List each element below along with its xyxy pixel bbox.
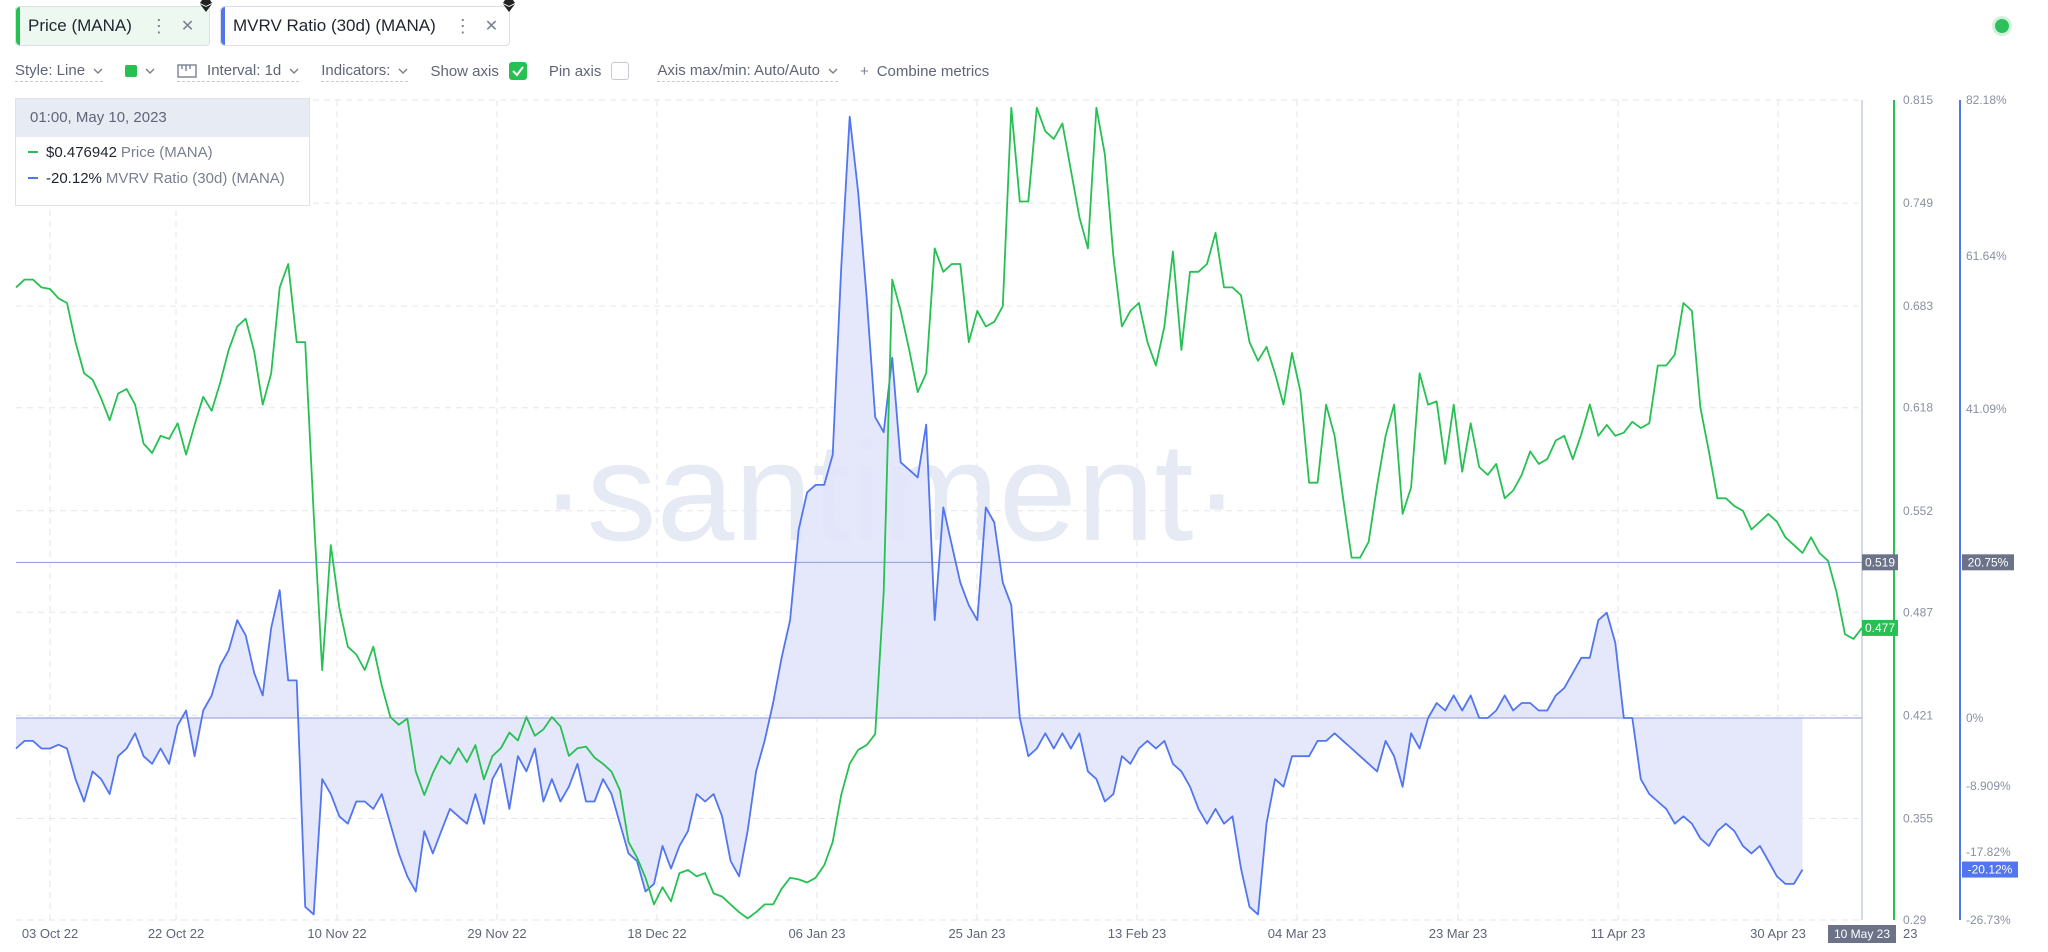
mvrv-line — [15, 115, 1804, 916]
combine-metrics-button[interactable]: + Combine metrics — [860, 63, 989, 82]
mvrv-tick-label: 41.09% — [1966, 402, 2007, 416]
chart-toolbar: Style: Line Interval: 1d Indicators: Sho… — [15, 60, 1011, 84]
checkbox-unchecked-icon[interactable] — [611, 62, 630, 80]
ruler-icon — [177, 63, 197, 78]
x-tick-label: 25 Jan 23 — [948, 926, 1005, 941]
price-tick-label: 0.749 — [1903, 196, 1933, 210]
price-current-badge-bg — [1862, 619, 1898, 636]
chevron-down-icon — [145, 68, 155, 74]
tooltip-mvrv-value: -20.12% — [46, 169, 102, 187]
tab-color-stripe — [16, 7, 20, 45]
pin-axis-toggle[interactable]: Pin axis — [549, 62, 630, 82]
price-tick-label: 0.487 — [1903, 605, 1933, 619]
mvrv-tick-label: 0% — [1966, 711, 1984, 725]
tab-label: MVRV Ratio (30d) (MANA) — [233, 16, 436, 35]
x-cursor-badge-bg — [1828, 925, 1896, 943]
mvrv-area — [16, 116, 1803, 915]
x-tick-label-suffix: 23 — [1903, 926, 1917, 941]
color-picker[interactable] — [125, 65, 155, 79]
chart-series — [15, 100, 1863, 920]
indicators-dropdown[interactable]: Indicators: — [321, 62, 409, 82]
mvrv-tick-label: 82.18% — [1966, 93, 2007, 107]
price-line — [15, 106, 1863, 920]
chevron-down-icon — [289, 68, 299, 74]
tooltip-row-mvrv: -20.12% MVRV Ratio (30d) (MANA) — [16, 167, 309, 189]
mvrv-current-badge-bg — [1962, 861, 2018, 878]
show-axis-label: Show axis — [430, 62, 499, 80]
tab-label: Price (MANA) — [28, 16, 132, 35]
mvrv-crosshair-badge-bg — [1962, 554, 2014, 571]
x-tick-label: 13 Feb 23 — [1108, 926, 1167, 941]
chart-axes: 0.815 0.749 0.683 0.618 0.552 0.487 0.421 0.355… — [22, 93, 2018, 943]
chevron-down-icon — [398, 68, 408, 74]
axis-maxmin-dropdown[interactable]: Axis max/min: Auto/Auto — [657, 62, 838, 82]
live-status-dot — [1995, 19, 2009, 33]
x-tick-label: 18 Dec 22 — [627, 926, 686, 941]
color-swatch — [125, 65, 138, 77]
close-icon[interactable]: ✕ — [180, 18, 195, 35]
pin-axis-label: Pin axis — [548, 62, 602, 80]
mvrv-tick-label: -26.73% — [1966, 913, 2011, 927]
x-tick-label: 22 Oct 22 — [148, 926, 204, 941]
price-tick-label: 0.683 — [1903, 299, 1933, 313]
chevron-down-icon — [828, 68, 838, 74]
tooltip-mvrv-name: MVRV Ratio (30d) (MANA) — [105, 169, 285, 187]
style-dropdown[interactable]: Style: Line — [15, 62, 104, 82]
ethereum-icon — [503, 0, 515, 12]
ethereum-icon — [200, 0, 212, 12]
price-tick-label: 0.355 — [1903, 811, 1933, 825]
price-tick-label: 0.618 — [1903, 401, 1933, 415]
tab-price-mana[interactable]: Price (MANA) ⋮ ✕ — [15, 6, 210, 46]
mvrv-current-badge: -20.12% — [1968, 863, 2013, 877]
tooltip-row-price: $0.476942 Price (MANA) — [16, 141, 309, 163]
price-current-badge: 0.477 — [1865, 621, 1895, 635]
tooltip-price-name: Price (MANA) — [120, 143, 213, 161]
x-tick-label: 29 Nov 22 — [467, 926, 526, 941]
x-tick-label: 04 Mar 23 — [1268, 926, 1327, 941]
tooltip-date: 01:00, May 10, 2023 — [16, 99, 309, 137]
show-axis-toggle[interactable]: Show axis — [430, 62, 527, 82]
tab-color-stripe — [221, 7, 225, 45]
series-swatch — [28, 177, 38, 179]
axis-maxmin-label: Axis max/min: Auto/Auto — [657, 62, 820, 79]
tooltip-price-value: $0.476942 — [46, 143, 117, 161]
price-tick-label: 0.421 — [1903, 708, 1933, 722]
tab-mvrv-ratio[interactable]: MVRV Ratio (30d) (MANA) ⋮ ✕ — [220, 6, 510, 46]
hover-tooltip: 01:00, May 10, 2023 $0.476942 Price (MAN… — [15, 98, 310, 206]
price-tick-label: 0.552 — [1903, 504, 1933, 518]
chevron-down-icon — [93, 68, 103, 74]
close-icon[interactable]: ✕ — [484, 18, 499, 35]
interval-dropdown[interactable]: Interval: 1d — [177, 62, 300, 82]
more-options-icon[interactable]: ⋮ — [149, 15, 168, 36]
series-swatch — [28, 151, 38, 153]
x-tick-label: 06 Jan 23 — [788, 926, 845, 941]
price-crosshair-badge: 0.519 — [1865, 555, 1895, 569]
price-tick-label: 0.815 — [1903, 93, 1933, 107]
mvrv-crosshair-badge: 20.75% — [1968, 555, 2009, 569]
indicators-label: Indicators: — [321, 62, 391, 79]
price-crosshair-badge-bg — [1862, 554, 1898, 571]
price-tick-label: 0.29 — [1903, 913, 1927, 927]
mvrv-tick-label: 61.64% — [1966, 249, 2007, 263]
checkbox-checked-icon[interactable] — [508, 62, 527, 80]
x-cursor-label: 10 May 23 — [1834, 927, 1890, 941]
x-tick-label: 23 Mar 23 — [1429, 926, 1488, 941]
plus-icon: + — [859, 62, 869, 80]
x-tick-label: 11 Apr 23 — [1591, 926, 1646, 941]
interval-label: Interval: 1d — [207, 62, 282, 79]
x-tick-label: 30 Apr 23 — [1750, 926, 1806, 941]
mvrv-tick-label: -8.909% — [1966, 779, 2011, 793]
style-label: Style: Line — [15, 62, 86, 79]
more-options-icon[interactable]: ⋮ — [453, 15, 472, 36]
x-tick-label: 10 Nov 22 — [307, 926, 366, 941]
combine-label: Combine metrics — [876, 62, 990, 80]
x-tick-label: 03 Oct 22 — [22, 926, 78, 941]
mvrv-tick-label: -17.82% — [1966, 845, 2011, 859]
